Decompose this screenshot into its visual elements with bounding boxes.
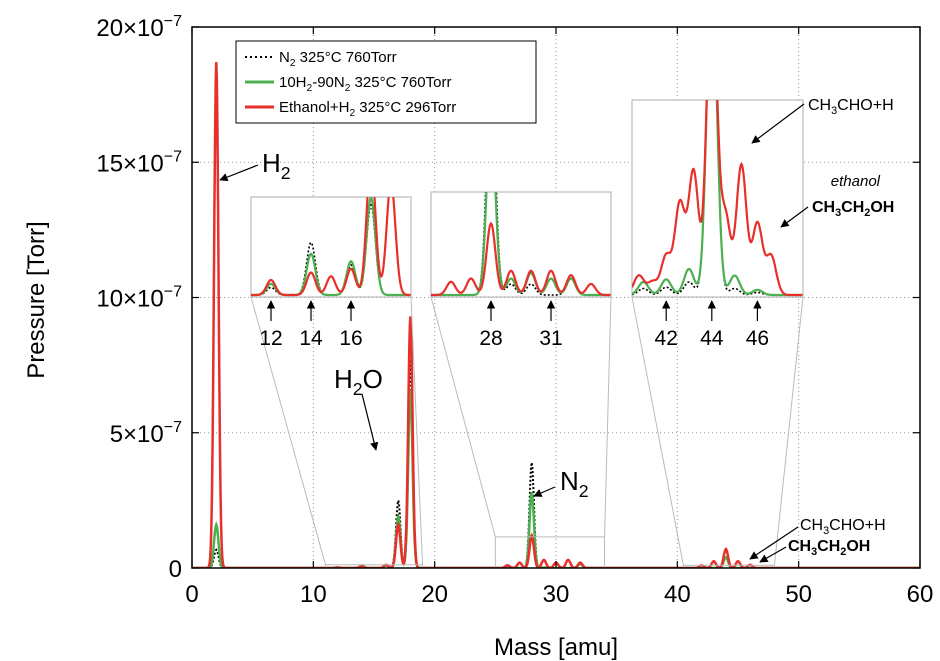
x-tick-label: 40: [664, 581, 691, 608]
x-axis-label: Mass [amu]: [494, 634, 618, 661]
x-tick-label: 10: [300, 581, 327, 608]
insets-layer: 12 14 16 28 31 42 44 46: [250, 99, 804, 350]
arrow-acetaldehyde-bottom: [749, 526, 799, 560]
inset-tick-label: 28: [479, 327, 502, 350]
inset-tick-label: 44: [700, 327, 724, 350]
x-tick-label: 0: [185, 581, 198, 608]
arrow-h2: [219, 164, 259, 182]
x-tick-label: 30: [543, 581, 570, 608]
arrow-ethanol-top: [780, 206, 809, 228]
zoom-connectors: [250, 296, 804, 569]
arrow-ethanol-bottom: [759, 546, 787, 563]
annotation-ethanol-bottom: CH3CH2OH: [788, 538, 870, 558]
inset-1: 28 31: [430, 191, 612, 350]
annotation-acetaldehyde-top: CH3CHO+H: [808, 97, 894, 117]
arrow-h2o: [361, 393, 379, 451]
legend-entry-n2: N2 325°C 760Torr: [279, 49, 397, 69]
arrow-n2: [533, 486, 556, 497]
inset-tick-label: 42: [655, 327, 678, 350]
inset-curve-red: [431, 221, 611, 297]
zoom-connector-left-1: [430, 296, 496, 538]
zoom-connector-right-2: [773, 296, 804, 566]
y-tick-label: 20×10−7: [96, 13, 182, 42]
inset-tick-label: 31: [539, 327, 562, 350]
annotation-h2: H2: [262, 148, 291, 183]
legend-box: [235, 40, 537, 124]
inset-tick-label: 14: [299, 327, 323, 350]
y-tick-label: 15×10−7: [96, 148, 182, 177]
arrow-acetaldehyde-top: [751, 103, 805, 144]
x-tick-label: 50: [785, 581, 812, 608]
inset-curve-red: [632, 100, 803, 297]
x-tick-label: 60: [907, 581, 934, 608]
inset-curve-red: [251, 197, 411, 297]
inset-tick-label: 12: [259, 327, 282, 350]
inset-0: 12 14 16: [250, 196, 412, 350]
y-axis-label: Pressure [Torr]: [23, 221, 50, 378]
inset-frame: [430, 191, 612, 298]
legend-entry-ethanol: Ethanol+H2 325°C 296Torr: [279, 99, 456, 119]
inset-tick-label: 16: [339, 327, 362, 350]
annotations: H2 H2O N2 CH3CHO+H ethanol CH3CH2OH CH3C…: [219, 97, 894, 563]
annotation-acetaldehyde-bottom: CH3CHO+H: [800, 517, 886, 537]
y-tick-label: 0: [169, 556, 182, 583]
annotation-n2: N2: [560, 466, 589, 501]
legend-entry-h2n2: 10H2-90N2 325°C 760Torr: [279, 74, 451, 94]
zoom-connector-left-0: [250, 296, 326, 565]
inset-2: 42 44 46: [631, 99, 804, 350]
y-tick-label: 5×10−7: [110, 419, 182, 448]
inset-tick-label: 46: [746, 327, 769, 350]
y-tick-label: 10×10−7: [96, 284, 182, 313]
zoom-connector-left-2: [631, 296, 684, 566]
zoom-connector-right-1: [604, 296, 612, 537]
x-tick-label: 20: [421, 581, 448, 608]
zoom-source-box-1: [494, 536, 606, 569]
annotation-ethanol-word: ethanol: [831, 173, 881, 190]
axis-ticks: 0 10 20 30 40 50 60 0 5×10−7 10×10−7 15×10−7 20×10−…: [96, 13, 933, 608]
zoom-connector-right-0: [410, 296, 424, 565]
annotation-ethanol-top: CH3CH2OH: [812, 199, 894, 219]
annotation-h2o: H2O: [334, 364, 383, 399]
legend: N2 325°C 760Torr 10H2-90N2 325°C 760Torr…: [235, 40, 537, 124]
